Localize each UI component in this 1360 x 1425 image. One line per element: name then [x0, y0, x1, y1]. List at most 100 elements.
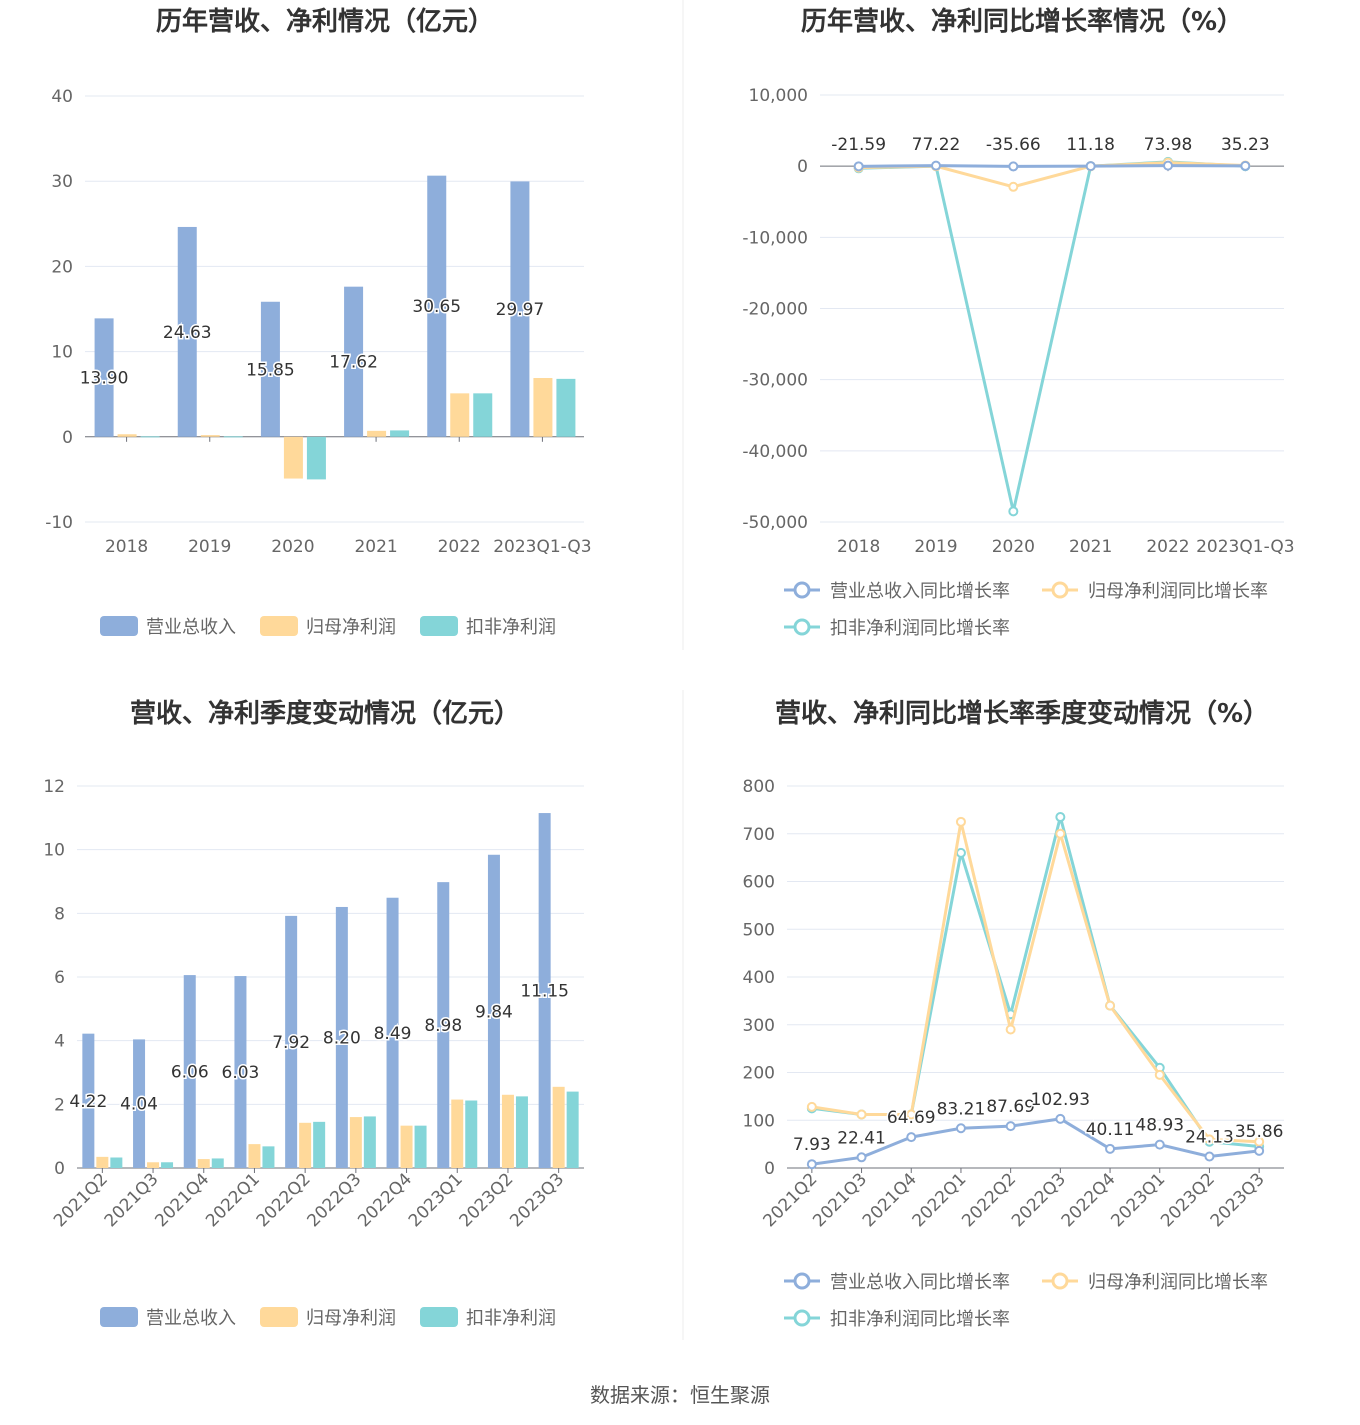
- data-point: [955, 1123, 966, 1134]
- data-point: [1204, 1134, 1215, 1145]
- legend-swatch: [420, 616, 458, 636]
- data-point: [1055, 1113, 1066, 1124]
- y-tick-label: 6: [54, 968, 65, 988]
- bar-revenue: [386, 897, 399, 1168]
- bar-revenue: [427, 175, 447, 437]
- bar-net-profit: [197, 1159, 210, 1168]
- data-label: 87.69: [986, 1097, 1035, 1117]
- x-tick-label: 2023Q3: [506, 1169, 568, 1231]
- x-tick-label: 2021: [354, 537, 397, 557]
- legend-item: 营业总收入: [146, 1308, 236, 1329]
- data-label: 24.13: [1185, 1127, 1234, 1147]
- data-point: [906, 1132, 917, 1143]
- bar-revenue: [94, 318, 114, 437]
- x-tick-label: 2022Q2: [253, 1169, 315, 1231]
- data-label: 83.21: [937, 1099, 986, 1119]
- bar-revenue: [260, 301, 280, 437]
- x-tick-label: 2023Q1-Q3: [493, 537, 591, 557]
- y-tick-label: 500: [743, 920, 775, 940]
- y-tick-label: 10: [51, 343, 73, 363]
- data-point: [1163, 160, 1173, 171]
- x-tick-label: 2022: [438, 537, 481, 557]
- y-tick-label: 4: [54, 1032, 65, 1052]
- y-tick-label: 400: [743, 968, 775, 988]
- chart-title: 营收、净利季度变动情况（亿元）: [130, 698, 520, 729]
- x-tick-label: 2021: [1069, 537, 1112, 557]
- data-point: [856, 1109, 867, 1120]
- y-tick-label: 600: [743, 873, 775, 893]
- x-tick-label: 2023Q2: [1157, 1169, 1219, 1231]
- data-label: 7.93: [793, 1135, 831, 1155]
- x-tick-label: 2022Q2: [958, 1169, 1020, 1231]
- bar-net-profit: [400, 1125, 413, 1168]
- bar-net-profit: [147, 1162, 160, 1168]
- bar-net-profit: [349, 1117, 362, 1168]
- bar-deducted-profit: [110, 1157, 123, 1168]
- legend-swatch: [100, 1307, 138, 1327]
- data-point: [1055, 812, 1066, 823]
- x-tick-label: 2022Q4: [354, 1169, 416, 1231]
- legend-marker: [1051, 581, 1069, 599]
- chart-4: 营收、净利同比增长率季度变动情况（%） 0 100 200 300 400 500 600 70…: [743, 698, 1285, 1330]
- legend-item: 营业总收入: [146, 617, 236, 638]
- data-point: [1085, 161, 1096, 172]
- data-label: 64.69: [887, 1108, 936, 1128]
- data-label: 35.86: [1235, 1122, 1284, 1142]
- chart-title: 历年营收、净利情况（亿元）: [156, 6, 494, 37]
- bar-deducted-profit: [161, 1162, 174, 1168]
- data-label: 6.03: [222, 1063, 260, 1083]
- bar-net-profit: [552, 1086, 565, 1168]
- legend-item: 归母净利润: [306, 1308, 396, 1329]
- data-point: [1105, 1143, 1116, 1154]
- data-label: 15.85: [246, 360, 295, 380]
- x-tick-label: 2022Q3: [304, 1169, 366, 1231]
- data-label: 30.65: [412, 297, 461, 317]
- x-tick-label: 2023Q1: [405, 1169, 467, 1231]
- x-tick-label: 2022Q3: [1008, 1169, 1070, 1231]
- x-tick-label: 2020: [271, 537, 314, 557]
- y-tick-label: 700: [743, 825, 775, 845]
- data-point: [1254, 1136, 1265, 1147]
- x-tick-label: 2019: [188, 537, 231, 557]
- legend-marker: [1051, 1272, 1069, 1290]
- legend-swatch: [420, 1307, 458, 1327]
- bar-deducted-profit: [211, 1158, 224, 1168]
- bar-revenue: [82, 1033, 95, 1168]
- bar-deducted-profit: [515, 1096, 528, 1168]
- bar-net-profit: [200, 435, 220, 437]
- x-tick-label: 2018: [837, 537, 880, 557]
- bar-net-profit: [96, 1156, 109, 1168]
- x-tick-label: 2021Q3: [101, 1169, 163, 1231]
- y-tick-label: -20,000: [742, 300, 808, 320]
- x-tick-label: 2020: [992, 537, 1035, 557]
- data-point: [1254, 1145, 1265, 1156]
- legend-marker: [793, 581, 811, 599]
- chart-3: 营收、净利季度变动情况（亿元）0246810122021Q22021Q32021…: [43, 698, 584, 1329]
- bar-revenue: [344, 286, 364, 437]
- data-label: -35.66: [986, 135, 1041, 155]
- data-point: [806, 1101, 817, 1112]
- data-point: [853, 161, 864, 172]
- y-tick-label: 30: [51, 172, 73, 192]
- data-point: [1005, 1024, 1016, 1035]
- line-series-deducted-growth: [858, 160, 1246, 512]
- legend-swatch: [260, 1307, 298, 1327]
- y-tick-label: 10,000: [749, 86, 808, 106]
- bar-revenue: [234, 976, 247, 1168]
- data-label: 35.23: [1221, 135, 1270, 155]
- bar-net-profit: [248, 1144, 261, 1168]
- bar-net-profit: [283, 436, 303, 479]
- bar-net-profit: [117, 434, 137, 437]
- data-label: 29.97: [496, 300, 545, 320]
- bar-deducted-profit: [140, 436, 160, 438]
- bar-deducted-profit: [262, 1146, 275, 1168]
- y-tick-label: 0: [797, 157, 808, 177]
- line-series-revenue-growth: [811, 1117, 1260, 1166]
- bar-revenue: [133, 1039, 146, 1168]
- y-tick-label: 8: [54, 904, 65, 924]
- x-tick-label: 2021Q3: [809, 1169, 871, 1231]
- data-point: [1005, 1121, 1016, 1132]
- data-label: 11.18: [1066, 135, 1115, 155]
- x-tick-label: 2023Q3: [1207, 1169, 1269, 1231]
- data-point: [1008, 506, 1019, 517]
